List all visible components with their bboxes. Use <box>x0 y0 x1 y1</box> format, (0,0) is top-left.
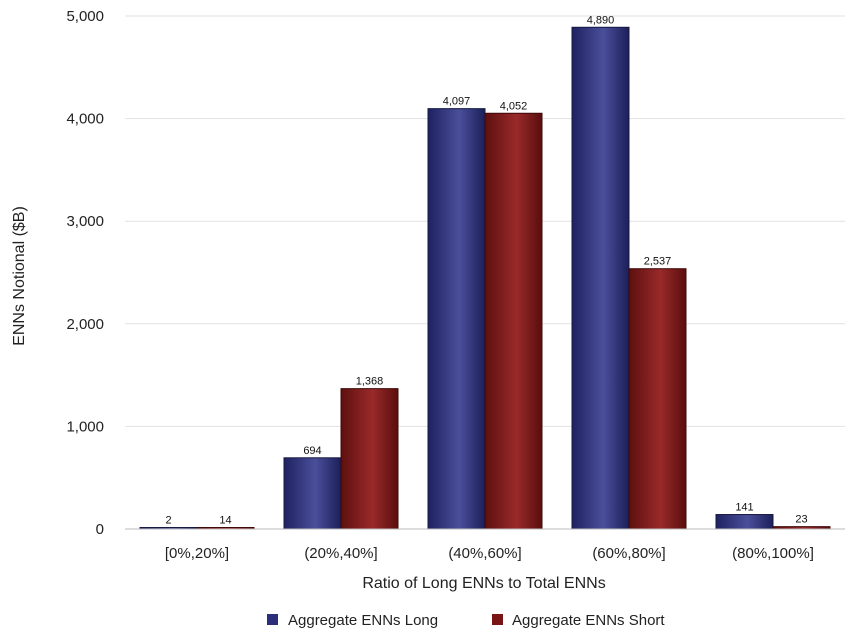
legend: Aggregate ENNs Long Aggregate ENNs Short <box>267 612 665 629</box>
data-label-short: 14 <box>219 515 231 527</box>
x-tick-label: (60%,80%] <box>592 545 665 562</box>
bar-long <box>571 26 630 530</box>
data-label-long: 2 <box>165 515 171 527</box>
data-label-short: 1,368 <box>356 376 384 388</box>
legend-swatch-short <box>492 614 503 625</box>
data-labels: 2 14 694 1,368 4,097 4,052 4,890 2,537 141 23 <box>165 14 807 526</box>
y-axis-ticks: 0 1,000 2,000 3,000 4,000 5,000 <box>66 8 104 538</box>
bar-long <box>427 108 486 530</box>
data-label-short: 4,052 <box>500 100 528 112</box>
legend-swatch-long <box>267 614 278 625</box>
bar-long <box>715 514 774 530</box>
y-tick-label: 5,000 <box>66 8 104 25</box>
x-axis-ticks: [0%,20%] (20%,40%] (40%,60%] (60%,80%] (80%,… <box>165 545 814 562</box>
y-tick-label: 3,000 <box>66 213 104 230</box>
legend-label-long: Aggregate ENNs Long <box>288 612 438 629</box>
y-tick-label: 2,000 <box>66 316 104 333</box>
x-tick-label: [0%,20%] <box>165 545 229 562</box>
y-tick-label: 4,000 <box>66 111 104 128</box>
bars <box>139 26 831 530</box>
data-label-long: 4,890 <box>587 14 615 26</box>
y-tick-label: 1,000 <box>66 418 104 435</box>
y-axis-title: ENNs Notional ($B) <box>11 206 28 346</box>
bar-short <box>340 388 399 530</box>
y-tick-label: 0 <box>96 521 104 538</box>
bar-long <box>283 457 342 530</box>
data-label-long: 4,097 <box>443 96 471 108</box>
legend-label-short: Aggregate ENNs Short <box>512 612 665 629</box>
data-label-short: 2,537 <box>644 256 672 268</box>
x-tick-label: (40%,60%] <box>448 545 521 562</box>
bar-short <box>628 268 687 530</box>
x-tick-label: (20%,40%] <box>304 545 377 562</box>
data-label-short: 23 <box>795 514 807 526</box>
data-label-long: 694 <box>303 445 321 457</box>
x-axis-title: Ratio of Long ENNs to Total ENNs <box>362 575 605 592</box>
data-label-long: 141 <box>735 502 753 514</box>
x-tick-label: (80%,100%] <box>732 545 814 562</box>
bar-short <box>484 112 543 530</box>
